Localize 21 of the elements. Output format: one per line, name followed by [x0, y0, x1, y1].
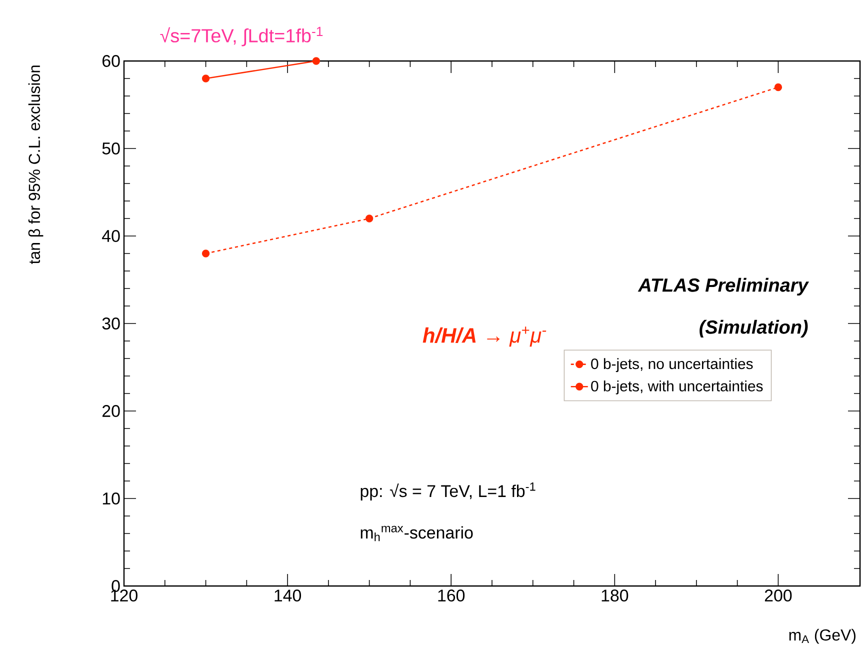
x-tick-label: 120: [111, 590, 138, 602]
y-tick-label: 30: [102, 318, 120, 330]
x-tick-label: 180: [602, 590, 628, 602]
annotation: (Simulation): [700, 320, 808, 338]
y-axis-title: tan β for 95% C.L. exclusion: [28, 66, 44, 264]
y-tick-label: 10: [102, 492, 120, 504]
annotation: m$_{h}$$^{max}$-scenario: [360, 526, 473, 542]
legend-label: 0 b-jets, with uncertainties: [591, 380, 763, 394]
annotation: pp: √s = 7 TeV, L=1 fb$^{-1}$: [360, 482, 536, 500]
annotation: ATLAS Preliminary: [638, 278, 810, 296]
annotation: h/H/A → μ$^{+}$μ$^{-}$: [422, 326, 546, 347]
y-tick-label: 50: [102, 142, 120, 154]
x-tick-label: 160: [438, 590, 465, 602]
y-tick-label: 40: [102, 230, 120, 242]
y-tick-label: 60: [102, 54, 120, 67]
x-tick-label: 200: [764, 590, 792, 602]
y-tick-label: 20: [102, 405, 120, 417]
x-tick-label: 140: [274, 590, 302, 602]
x-axis-title: m$_{A}$ (GeV): [789, 628, 856, 644]
legend-label: 0 b-jets, no uncertainties: [591, 358, 753, 372]
chart-title: √s=7TeV, ∫Ldt=1fb$^{-1}$: [160, 26, 323, 46]
